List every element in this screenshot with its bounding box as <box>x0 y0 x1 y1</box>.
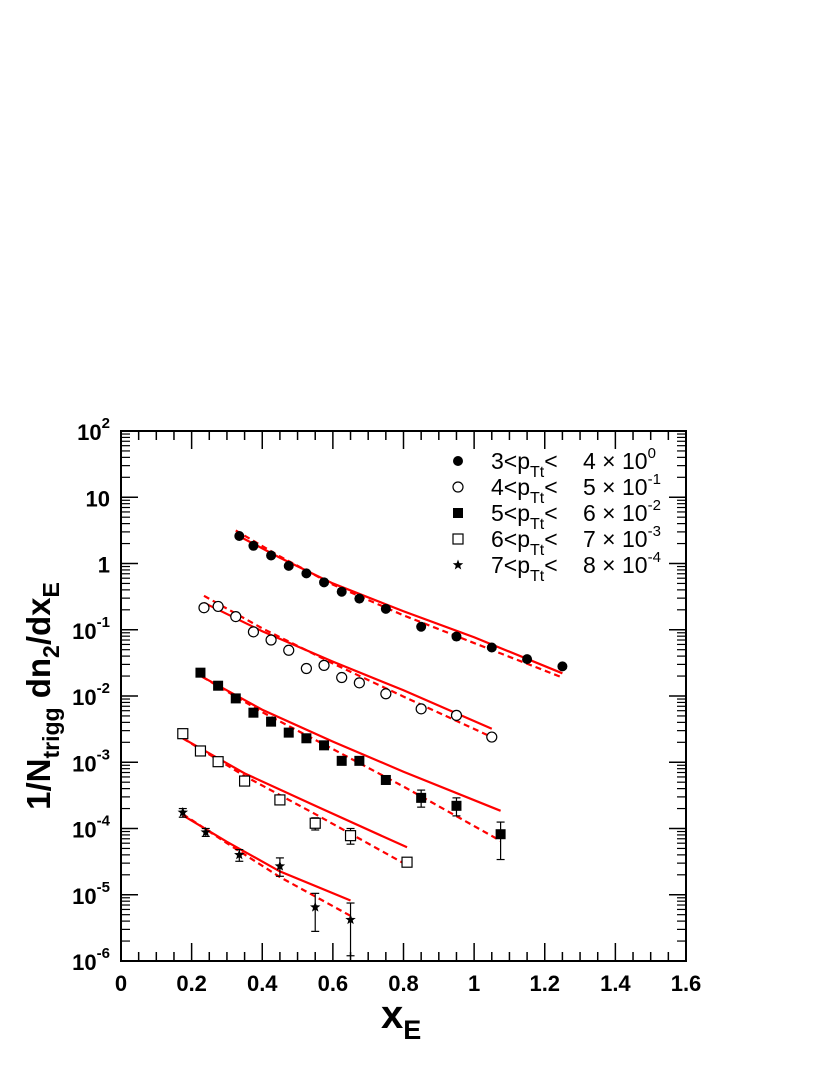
fit-dashed-series-2 <box>203 594 493 739</box>
data-point-series-2 <box>230 610 242 623</box>
data-point-series-2 <box>450 709 463 721</box>
data-point-series-3 <box>213 680 224 691</box>
data-point-series-5 <box>274 860 286 871</box>
fit-solid-series-2 <box>203 601 493 730</box>
legend-marker-4 <box>452 533 464 545</box>
x-tick-label: 1 <box>468 971 480 996</box>
legend-label-5: 7<pTt< 8 × 10-4 <box>491 549 661 585</box>
legend-marker-3 <box>453 508 463 518</box>
data-point-series-3 <box>283 727 294 738</box>
x-tick-label: 1.6 <box>671 971 702 996</box>
data-point-series-4 <box>344 830 357 842</box>
data-point-series-4 <box>212 756 224 768</box>
data-point-series-5 <box>309 901 321 912</box>
data-point-series-2 <box>380 688 392 700</box>
data-point-series-5 <box>200 826 211 837</box>
data-point-series-2 <box>353 677 365 689</box>
x-tick-label: 0 <box>115 971 127 996</box>
data-point-series-5 <box>177 806 189 817</box>
data-point-series-1 <box>266 550 277 561</box>
data-point-series-4 <box>194 745 207 757</box>
y-axis-title: 1/Ntrigg dn2/dxE <box>20 582 64 810</box>
data-point-series-3 <box>230 693 241 704</box>
data-point-series-3 <box>380 774 391 785</box>
y-tick-label: 10-2 <box>72 680 110 710</box>
data-point-series-4 <box>401 856 413 868</box>
y-tick-label: 10-4 <box>72 813 110 843</box>
fit-dashed-series-5 <box>182 813 352 917</box>
data-point-series-3 <box>451 800 462 811</box>
data-point-series-5 <box>345 914 356 925</box>
x-axis-title: xE <box>381 993 421 1045</box>
data-point-series-2 <box>336 671 348 684</box>
y-tick-label: 10-3 <box>72 746 110 776</box>
data-point-series-1 <box>283 560 294 571</box>
data-point-series-4 <box>238 775 251 787</box>
y-tick-label: 10-6 <box>72 945 110 975</box>
data-point-series-2 <box>300 662 312 675</box>
axis-ticks <box>120 430 687 962</box>
data-point-series-2 <box>283 644 295 656</box>
data-point-series-1 <box>451 631 462 642</box>
legend-marker-5 <box>452 559 464 570</box>
data-point-series-2 <box>265 634 277 646</box>
data-point-series-1 <box>486 642 497 653</box>
y-tick-label: 1 <box>98 553 110 578</box>
data-point-series-3 <box>416 792 427 803</box>
data-point-series-1 <box>248 540 259 551</box>
data-point-series-1 <box>336 586 347 597</box>
legend-label-1: 3<pTt< 4 × 100 <box>491 445 656 481</box>
x-tick-label: 1.2 <box>529 971 560 996</box>
data-point-series-2 <box>212 600 224 613</box>
data-point-series-1 <box>380 603 391 614</box>
data-point-series-2 <box>486 731 498 743</box>
axis-tick-labels: 0 0.2 0.4 0.6 0.8 1 1.2 1.4 1.6 102 10 1 10-1 10-2 10-… <box>72 415 701 996</box>
data-point-series-1 <box>557 661 568 672</box>
legend-label-2: 4<pTt< 5 × 10-1 <box>491 471 661 507</box>
data-markers <box>177 531 568 925</box>
legend-marker-1 <box>453 456 463 466</box>
data-point-series-1 <box>319 577 330 588</box>
data-point-series-3 <box>301 733 312 744</box>
data-point-series-2 <box>198 602 210 614</box>
data-point-series-1 <box>416 621 427 632</box>
fit-solid-series-4 <box>182 737 408 849</box>
x-tick-label: 0.2 <box>176 971 207 996</box>
legend-label-3: 5<pTt< 6 × 10-2 <box>491 497 661 533</box>
y-tick-label: 10-5 <box>72 879 110 909</box>
data-point-series-2 <box>247 626 260 638</box>
data-point-series-4 <box>309 817 321 829</box>
x-tick-label: 0.6 <box>318 971 349 996</box>
x-tick-label: 0.4 <box>247 971 278 996</box>
legend-marker-2 <box>452 481 464 493</box>
data-point-series-4 <box>177 728 189 740</box>
y-tick-label: 10-1 <box>72 614 110 644</box>
data-point-series-5 <box>234 849 245 860</box>
data-point-series-1 <box>354 593 365 604</box>
x-tick-label: 1.4 <box>600 971 631 996</box>
data-point-series-2 <box>318 659 330 671</box>
data-point-series-3 <box>354 755 365 766</box>
data-point-series-3 <box>495 829 506 840</box>
data-point-series-1 <box>301 568 312 579</box>
fit-solid-series-3 <box>201 675 502 812</box>
x-tick-label: 0.8 <box>388 971 419 996</box>
data-point-series-1 <box>522 654 533 665</box>
data-point-series-3 <box>195 667 206 678</box>
data-point-series-3 <box>266 716 277 727</box>
data-point-series-2 <box>415 703 427 715</box>
data-point-series-3 <box>336 755 347 766</box>
legend-label-4: 6<pTt< 7 × 10-3 <box>491 523 661 559</box>
data-point-series-4 <box>274 794 286 806</box>
y-tick-label: 102 <box>77 415 110 445</box>
y-tick-label: 10 <box>86 486 110 511</box>
data-point-series-3 <box>248 707 259 718</box>
data-point-series-1 <box>234 531 245 542</box>
data-point-series-3 <box>319 740 330 751</box>
